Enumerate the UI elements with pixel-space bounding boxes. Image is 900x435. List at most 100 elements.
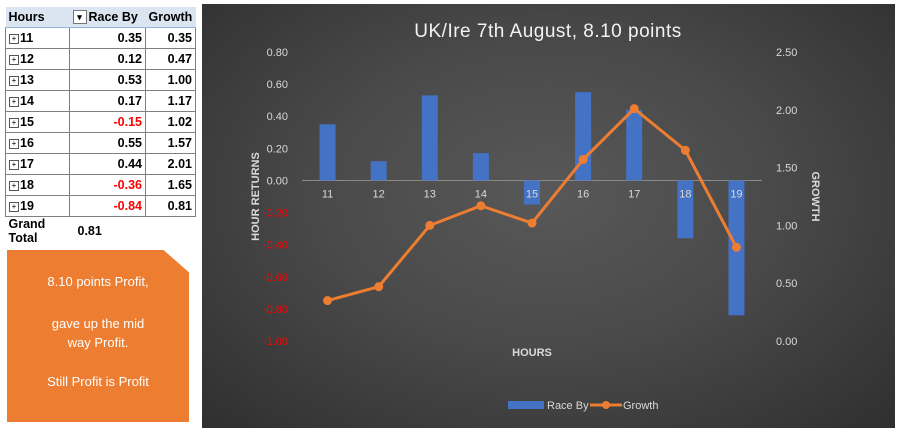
grand-total-empty xyxy=(145,216,196,245)
x-tick-label: 12 xyxy=(373,188,385,200)
y-tick-label: 0.60 xyxy=(267,79,288,91)
y-tick-label: -1.00 xyxy=(263,336,288,348)
grand-total-row: Grand Total 0.81 xyxy=(5,216,196,245)
y2-tick-label: 0.50 xyxy=(776,278,797,290)
expand-icon[interactable]: + xyxy=(9,180,19,191)
bar-race-by xyxy=(421,95,438,181)
bar-race-by xyxy=(677,180,694,239)
x-tick-label: 13 xyxy=(424,188,436,200)
combo-chart: UK/Ire 7th August, 8.10 points 0.80 0.60 0.… xyxy=(250,21,821,412)
grand-total-label: Grand Total xyxy=(5,216,70,245)
hour-cell[interactable]: +13 xyxy=(5,69,70,91)
bar-race-by xyxy=(319,124,336,181)
grand-total-value: 0.81 xyxy=(69,216,146,245)
y-tick-label: -0.40 xyxy=(263,240,288,252)
pivot-table: Hours ▾ Race By Growth +11 0.35 0.35 +12 0.12… xyxy=(5,7,196,245)
table-row[interactable]: +17 0.44 2.01 xyxy=(5,153,196,175)
race-by-cell[interactable]: 0.17 xyxy=(69,90,146,112)
y2-tick-label: 2.00 xyxy=(776,105,797,117)
growth-point xyxy=(629,104,639,114)
race-by-cell[interactable]: 0.55 xyxy=(69,132,146,154)
hour-cell[interactable]: +19 xyxy=(5,195,70,217)
chart-area[interactable]: UK/Ire 7th August, 8.10 points 0.80 0.60 0.… xyxy=(202,4,895,428)
y-tick-label: 0.00 xyxy=(267,175,288,187)
x-tick-label: 19 xyxy=(730,188,742,200)
growth-cell[interactable]: 0.81 xyxy=(145,195,196,217)
note-line-3: way Profit. xyxy=(67,335,129,350)
expand-icon[interactable]: + xyxy=(9,201,19,212)
race-by-header[interactable]: ▾ Race By xyxy=(69,7,146,28)
table-row[interactable]: +11 0.35 0.35 xyxy=(5,27,196,49)
growth-point xyxy=(374,282,384,292)
race-by-cell[interactable]: 0.53 xyxy=(69,69,146,91)
note-line-2: gave up the mid xyxy=(51,316,145,331)
bar-race-by xyxy=(626,109,643,181)
expand-icon[interactable]: + xyxy=(9,96,19,107)
bar-race-by xyxy=(370,161,387,181)
expand-icon[interactable]: + xyxy=(9,75,19,86)
race-by-cell[interactable]: -0.36 xyxy=(69,174,146,196)
growth-cell[interactable]: 0.47 xyxy=(145,48,196,70)
expand-icon[interactable]: + xyxy=(9,159,19,170)
table-row[interactable]: +13 0.53 1.00 xyxy=(5,69,196,91)
race-by-cell[interactable]: -0.15 xyxy=(69,111,146,133)
y-axis-title: HOUR RETURNS xyxy=(250,152,262,241)
hour-cell[interactable]: +17 xyxy=(5,153,70,175)
y2-axis-title: GROWTH xyxy=(809,171,821,221)
bar-race-by xyxy=(472,153,489,181)
growth-cell[interactable]: 0.35 xyxy=(145,27,196,49)
growth-cell[interactable]: 1.02 xyxy=(145,111,196,133)
expand-icon[interactable]: + xyxy=(9,54,19,65)
growth-point xyxy=(578,155,588,165)
legend-race-by-label: Race By xyxy=(547,400,589,412)
growth-cell[interactable]: 1.00 xyxy=(145,69,196,91)
race-by-cell[interactable]: 0.35 xyxy=(69,27,146,49)
hour-cell[interactable]: +18 xyxy=(5,174,70,196)
growth-point xyxy=(680,145,690,155)
growth-point xyxy=(527,218,537,228)
growth-cell[interactable]: 1.57 xyxy=(145,132,196,154)
hour-cell[interactable]: +11 xyxy=(5,27,70,49)
profit-note: 8.10 points Profit, gave up the mid way … xyxy=(7,250,189,422)
race-by-cell[interactable]: -0.84 xyxy=(69,195,146,217)
chart-title: UK/Ire 7th August, 8.10 points xyxy=(414,21,681,42)
expand-icon[interactable]: + xyxy=(9,33,19,44)
y2-tick-label: 1.50 xyxy=(776,163,797,175)
filter-icon[interactable]: ▾ xyxy=(72,10,87,25)
hours-header[interactable]: Hours xyxy=(5,7,70,28)
y2-tick-label: 0.00 xyxy=(776,336,797,348)
table-row[interactable]: +18 -0.36 1.65 xyxy=(5,174,196,196)
pivot-header-row: Hours ▾ Race By Growth xyxy=(5,7,196,28)
hour-cell[interactable]: +14 xyxy=(5,90,70,112)
note-line-1: 8.10 points Profit, xyxy=(47,274,149,289)
growth-line xyxy=(327,107,738,302)
y-tick-label: 0.40 xyxy=(267,111,288,123)
x-tick-label: 15 xyxy=(526,188,538,200)
table-row[interactable]: +14 0.17 1.17 xyxy=(5,90,196,112)
y2-tick-label: 2.50 xyxy=(776,47,797,59)
table-row[interactable]: +16 0.55 1.57 xyxy=(5,132,196,154)
hour-cell[interactable]: +16 xyxy=(5,132,70,154)
legend-growth-label: Growth xyxy=(623,400,658,412)
y-tick-label: 0.80 xyxy=(267,47,288,59)
race-by-cell[interactable]: 0.44 xyxy=(69,153,146,175)
y2-tick-label: 1.00 xyxy=(776,220,797,232)
hour-cell[interactable]: +15 xyxy=(5,111,70,133)
growth-cell[interactable]: 1.65 xyxy=(145,174,196,196)
table-row[interactable]: +19 -0.84 0.81 xyxy=(5,195,196,217)
expand-icon[interactable]: + xyxy=(9,138,19,149)
y-tick-label: -0.60 xyxy=(263,272,288,284)
growth-point xyxy=(323,296,333,306)
x-tick-label: 14 xyxy=(475,188,487,200)
bar-race-by xyxy=(524,180,540,205)
table-row[interactable]: +12 0.12 0.47 xyxy=(5,48,196,70)
hour-cell[interactable]: +12 xyxy=(5,48,70,70)
growth-cell[interactable]: 1.17 xyxy=(145,90,196,112)
growth-header[interactable]: Growth xyxy=(145,7,196,28)
expand-icon[interactable]: + xyxy=(9,117,19,128)
race-by-cell[interactable]: 0.12 xyxy=(69,48,146,70)
table-row[interactable]: +15 -0.15 1.02 xyxy=(5,111,196,133)
x-tick-label: 16 xyxy=(577,188,589,200)
growth-cell[interactable]: 2.01 xyxy=(145,153,196,175)
legend-bar-swatch xyxy=(508,401,544,409)
